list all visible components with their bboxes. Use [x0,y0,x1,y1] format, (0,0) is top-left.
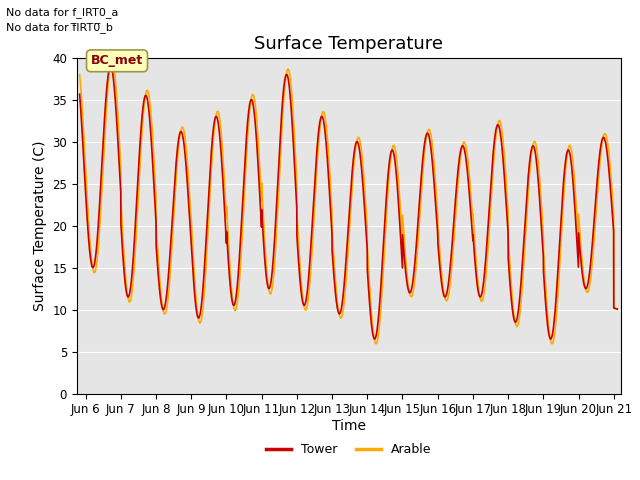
Title: Surface Temperature: Surface Temperature [254,35,444,53]
Legend: Tower, Arable: Tower, Arable [261,438,436,461]
Text: BC_met: BC_met [91,54,143,67]
Text: No data for f_IRT0_a: No data for f_IRT0_a [6,7,119,18]
Y-axis label: Surface Temperature (C): Surface Temperature (C) [33,140,47,311]
Text: No data for f̅IRT0̅_b: No data for f̅IRT0̅_b [6,22,113,33]
X-axis label: Time: Time [332,419,366,433]
